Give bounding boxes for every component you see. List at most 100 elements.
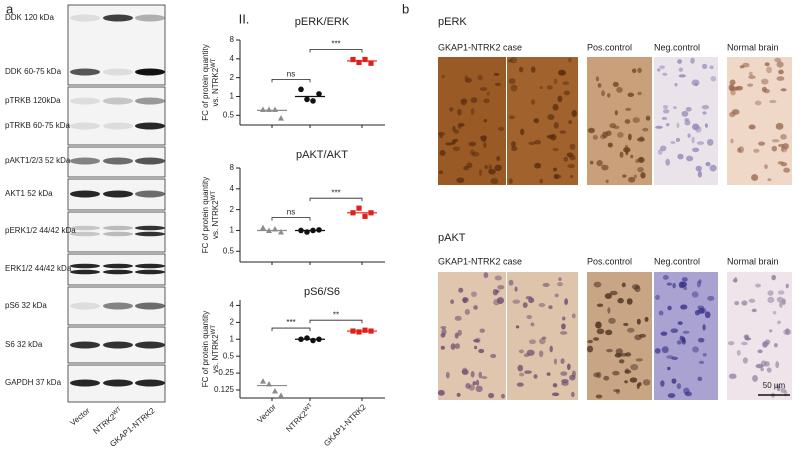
micrograph-nucleus [604,293,612,299]
micrograph-nucleus [748,298,756,303]
micrograph-nucleus [454,343,460,349]
micrograph-nucleus [559,130,567,134]
micrograph-nucleus [624,380,628,384]
micrograph-nucleus [479,87,488,92]
micrograph-nucleus [634,334,642,341]
micrograph-nucleus [549,345,553,353]
micrograph-nucleus [528,141,536,146]
micrograph-nucleus [667,305,672,311]
sig-label: *** [331,188,340,197]
micrograph-nucleus [554,293,559,298]
micrograph-nucleus [486,91,490,96]
blot-band [70,379,100,387]
micrograph-nucleus [592,134,598,140]
micrograph-nucleus [612,370,620,376]
micrograph-nucleus [741,341,748,346]
y-tick-label: 0.5 [223,110,235,119]
micrograph-nucleus [596,303,604,308]
micrograph-nucleus [464,309,470,315]
micrograph-nucleus [779,301,783,308]
blot-label: pTRKB 60-75 kDa [5,121,70,130]
micrograph-nucleus [609,290,618,296]
micrograph-nucleus [738,146,744,154]
micrograph-nucleus [471,151,480,157]
micrograph-nucleus [474,345,478,350]
data-point [304,335,310,341]
blot-band [70,14,100,22]
caption: GKAP1-NTRK2 case [438,256,522,266]
blot-band [135,190,165,198]
y-tick-label: 8 [230,163,235,172]
micrograph-nucleus [676,122,680,129]
micrograph-nucleus [437,131,446,136]
chart-title: pAKT/AKT [296,149,348,161]
micrograph-nucleus [685,107,692,112]
micrograph-nucleus [629,377,638,383]
micrograph-nucleus [767,178,772,182]
micrograph-nucleus [658,310,664,316]
blot-band [70,122,100,130]
micrograph [507,272,578,400]
micrograph-nucleus [701,63,708,70]
micrograph-nucleus [764,164,768,170]
micrograph-nucleus [552,147,559,152]
micrograph-nucleus [556,282,564,287]
micrograph-nucleus [539,86,543,90]
micrograph-nucleus [771,139,780,143]
micrograph-nucleus [694,309,701,316]
micrograph-nucleus [729,79,736,86]
data-point [272,387,278,394]
y-label: FC of protein quantity [201,44,210,120]
micrograph [727,272,792,400]
micrograph-nucleus [702,111,707,115]
micrograph-nucleus [672,282,676,289]
blot-band [135,14,165,22]
micrograph-nucleus [754,100,762,106]
micrograph-nucleus [734,301,740,306]
micrograph-nucleus [636,318,641,325]
micrograph-nucleus [728,373,737,379]
micrograph-nucleus [767,290,774,296]
micrograph-nucleus [760,367,764,372]
micrograph-nucleus [563,156,569,162]
micrograph-nucleus [766,66,772,74]
blot-box [67,253,166,286]
micrograph-nucleus [670,328,679,333]
y-tick-label: 4 [230,54,235,63]
caption: Neg.control [654,256,700,266]
blot-band [135,302,165,310]
micrograph-nucleus [704,311,711,319]
micrograph-nucleus [496,155,500,162]
blot-label: ERK1/2 44/42 kDa [5,264,72,273]
micrograph-nucleus [697,170,702,178]
micrograph-nucleus [698,337,705,343]
micrograph-nucleus [445,142,453,146]
micrograph-nucleus [624,144,629,152]
micrograph-nucleus [564,298,569,306]
blot-label: S6 32 kDa [5,340,43,349]
micrograph-nucleus [771,145,778,152]
micrograph-nucleus [479,328,485,333]
micrograph-nucleus [729,85,735,92]
micrograph-nucleus [783,167,791,173]
micrograph-nucleus [599,134,606,140]
y-tick-label: 4 [230,301,235,310]
micrograph-nucleus [760,360,767,367]
data-point [310,337,316,344]
micrograph-nucleus [530,322,535,327]
micrograph-nucleus [752,375,758,382]
micrograph-nucleus [622,174,627,178]
micrograph-nucleus [678,281,685,289]
micrograph-nucleus [679,335,684,341]
micrograph-nucleus [547,114,555,121]
micrograph-nucleus [569,143,576,150]
micrograph-nucleus [671,356,679,360]
micrograph-nucleus [704,123,708,128]
micrograph-nucleus [439,150,446,156]
micrograph-nucleus [762,342,770,346]
micrograph-nucleus [551,392,560,397]
sig-bracket [271,217,311,221]
micrograph-nucleus [710,75,717,82]
micrograph-nucleus [697,376,703,382]
blot-band [135,157,165,165]
